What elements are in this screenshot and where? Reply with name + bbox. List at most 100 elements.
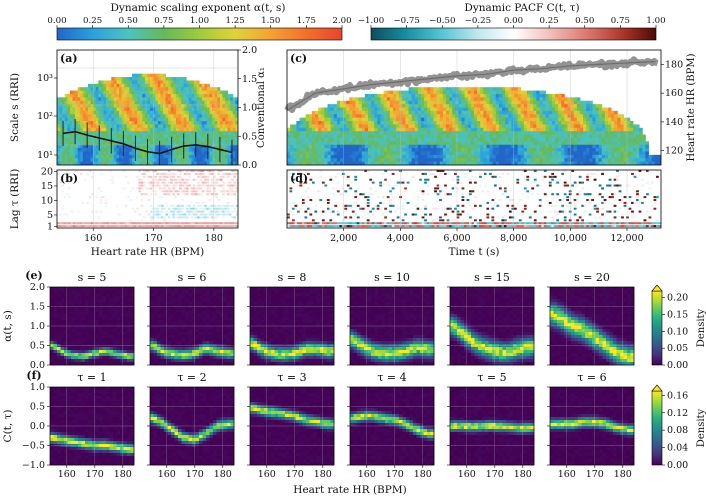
panel-b-cell	[195, 187, 198, 189]
panel-a-cell	[148, 128, 151, 132]
panel-a-cell	[228, 108, 231, 112]
panel-b-cell	[227, 173, 230, 175]
panel-c-cell	[524, 121, 528, 125]
panel-a-cell	[225, 124, 228, 128]
panel-c-cell	[605, 145, 609, 149]
panel-c-cell	[633, 124, 637, 128]
panel-c-cell	[337, 128, 341, 132]
panel-a-cell	[129, 104, 132, 108]
panel-a-cell	[135, 91, 138, 95]
panel-a-cell	[168, 151, 171, 155]
panel-a-cell	[155, 111, 158, 115]
panel-c-cell	[586, 145, 590, 149]
panel-c-cell	[458, 128, 462, 132]
panel-c-cell	[564, 118, 568, 122]
panel-c-cell	[655, 158, 659, 162]
panel-c-cell	[337, 135, 341, 139]
panel-d-cell	[344, 208, 347, 210]
panel-c-cell	[580, 141, 584, 145]
panel-c-cell	[331, 124, 335, 128]
panel-c-cell	[365, 158, 369, 162]
panel-a-cell	[78, 91, 81, 95]
panel-c-cell	[558, 148, 562, 152]
panel-a-cell	[70, 138, 73, 142]
panel-c-cell	[617, 128, 621, 132]
panel-a-cell	[215, 91, 218, 95]
panel-b-cell	[200, 225, 203, 227]
panel-a-cell	[202, 128, 205, 132]
panel-c-cell	[402, 91, 406, 95]
panel-a-cell	[93, 118, 96, 122]
panel-c-cell	[524, 97, 528, 101]
panel-a-cell	[207, 91, 210, 95]
panel-b-cell	[150, 182, 153, 184]
panel-a-cell	[166, 118, 169, 122]
panel-a-cell	[124, 91, 127, 95]
panel-a-cell	[186, 121, 189, 125]
panel-b-cell	[172, 190, 175, 192]
panel-c-cell	[374, 97, 378, 101]
panel-c-cell	[596, 158, 600, 162]
panel-c-cell	[480, 148, 484, 152]
panel-b-cell	[193, 208, 196, 210]
panel-c-cell	[530, 114, 534, 118]
panel-c-cell	[318, 131, 322, 135]
panel-a-cell	[194, 87, 197, 91]
panel-a-cell	[215, 121, 218, 125]
panel-c-cell	[462, 121, 466, 125]
panel-a-cell	[197, 121, 200, 125]
panel-c-cell	[415, 91, 419, 95]
panel-d-cell	[324, 185, 327, 187]
panel-c-cell	[490, 101, 494, 105]
panel-a-cell	[150, 87, 153, 91]
panel-c-cell	[462, 118, 466, 122]
panel-c-cell	[486, 121, 490, 125]
panel-d-cell	[307, 222, 310, 224]
alpha-cb-tick-label: 0.75	[154, 16, 173, 26]
panel-c-cell	[381, 138, 385, 142]
panel-a-cell	[83, 114, 86, 118]
panel-d-cell	[344, 190, 347, 192]
panel-a-cell	[142, 84, 145, 88]
panel-c-cell	[583, 135, 587, 139]
panel-b-cell	[125, 222, 128, 224]
panel-a-cell	[210, 118, 213, 122]
panel-c-cell	[384, 151, 388, 155]
panel-c-cell	[415, 94, 419, 98]
panel-d-cell	[322, 219, 325, 221]
panel-a-cell	[104, 151, 107, 155]
panel-d-cell	[302, 225, 305, 227]
panel-b-cell	[98, 225, 101, 227]
panel-d-cell	[394, 185, 397, 187]
panel-a-cell	[225, 97, 228, 101]
panel-b-cell	[143, 185, 146, 187]
panel-c-cell	[328, 118, 332, 122]
panel-c-cell	[340, 151, 344, 155]
panel-a-cell	[160, 148, 163, 152]
panel-c-cell	[617, 118, 621, 122]
panel-c-cell	[574, 151, 578, 155]
panel-b-cell	[143, 176, 146, 178]
panel-c-cell	[430, 94, 434, 98]
panel-c-cell	[409, 114, 413, 118]
panel-c-cell	[583, 155, 587, 159]
panel-c-cell	[564, 124, 568, 128]
panel-c-cell	[458, 158, 462, 162]
panel-a-cell	[171, 124, 174, 128]
panel-c-cell	[446, 111, 450, 115]
panel-c-cell	[371, 148, 375, 152]
panel-c-cell	[449, 97, 453, 101]
panel-a-cell	[129, 91, 132, 95]
panel-c-cell	[415, 131, 419, 135]
panel-c-cell	[365, 124, 369, 128]
panel-a-cell	[111, 84, 114, 88]
panel-c-cell	[624, 145, 628, 149]
panel-a-cell	[228, 124, 231, 128]
panel-b-cell	[211, 216, 214, 218]
panel-c-cell	[508, 124, 512, 128]
panel-c-cell	[371, 155, 375, 159]
panel-b-cell	[215, 179, 218, 181]
panel-a-cell	[148, 80, 151, 84]
panel-b-cell	[229, 222, 232, 224]
panel-c-cell	[639, 155, 643, 159]
